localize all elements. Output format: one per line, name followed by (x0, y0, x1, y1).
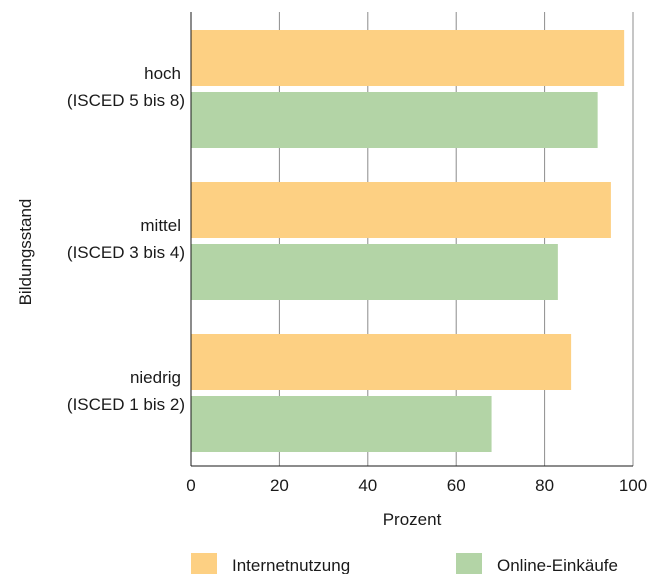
category-sublabel: (ISCED 1 bis 2) (67, 395, 185, 414)
bar-internetnutzung-1 (191, 182, 611, 238)
bar-online-einkaeufe-2 (191, 396, 492, 452)
legend-label: Online-Einkäufe (497, 556, 618, 574)
x-tick-label: 60 (447, 476, 466, 495)
category-label: mittel (140, 216, 181, 235)
bars (191, 30, 625, 452)
x-tick-label: 20 (270, 476, 289, 495)
y-axis-label: Bildungsstand (16, 199, 35, 306)
x-tick-label: 0 (186, 476, 195, 495)
x-tick-label: 40 (358, 476, 377, 495)
bar-online-einkaeufe-0 (191, 92, 598, 148)
bar-online-einkaeufe-1 (191, 244, 558, 300)
category-sublabel: (ISCED 5 bis 8) (67, 91, 185, 110)
x-tick-label: 80 (535, 476, 554, 495)
legend-swatch (456, 553, 482, 574)
legend: Internetnutzung Online-Einkäufe (191, 553, 618, 575)
x-axis-label: Prozent (383, 510, 442, 529)
bar-internetnutzung-2 (191, 334, 572, 390)
bar-internetnutzung-0 (191, 30, 625, 86)
legend-label: Internetnutzung (232, 556, 350, 574)
legend-swatch (191, 553, 217, 574)
axes (190, 12, 633, 467)
gridlines (278, 12, 634, 466)
category-label: niedrig (130, 368, 181, 387)
x-tick-labels: 0 20 40 60 80 100 (186, 476, 647, 495)
x-tick-label: 100 (619, 476, 647, 495)
category-label: hoch (144, 64, 181, 83)
category-sublabel: (ISCED 3 bis 4) (67, 243, 185, 262)
category-labels: hoch (ISCED 5 bis 8) mittel (ISCED 3 bis 4)… (67, 64, 185, 414)
